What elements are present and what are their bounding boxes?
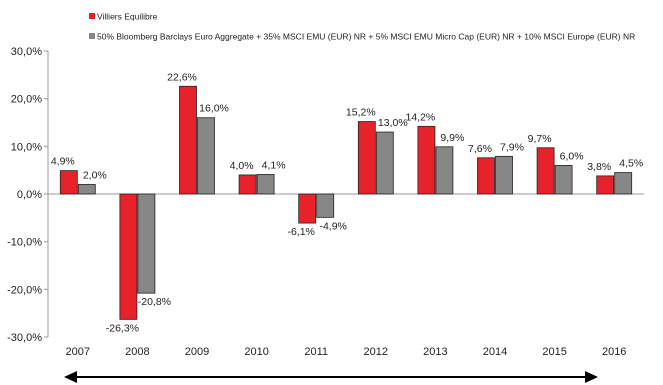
data-label-benchmark-2011: -4,9% xyxy=(319,220,346,232)
bar-fund-2016 xyxy=(596,175,615,195)
x-tick-label: 2009 xyxy=(185,346,209,358)
data-label-fund-2014: 7,6% xyxy=(468,143,492,155)
data-label-fund-2010: 4,0% xyxy=(230,160,254,172)
bar-fund-2010 xyxy=(238,174,257,195)
data-label-benchmark-2009: 16,0% xyxy=(199,103,229,115)
legend-label-1: 50% Bloomberg Barclays Euro Aggregate + … xyxy=(97,32,635,42)
data-label-benchmark-2007: 2,0% xyxy=(83,169,107,181)
x-tick-label: 2013 xyxy=(423,346,447,358)
data-label-benchmark-2008: -20,8% xyxy=(138,296,171,308)
bar-benchmark-2011 xyxy=(316,193,335,218)
legend-label-0: Villiers Equilibre xyxy=(97,12,158,22)
data-label-benchmark-2013: 9,9% xyxy=(440,132,464,144)
bar-fund-2012 xyxy=(357,121,376,195)
x-tick-label: 2008 xyxy=(125,346,149,358)
y-tick-label: -20,0% xyxy=(7,284,42,296)
x-tick-label: 2010 xyxy=(244,346,268,358)
data-label-fund-2016: 3,8% xyxy=(587,161,611,173)
y-tick-label: -30,0% xyxy=(7,332,42,344)
y-tick-label: 10,0% xyxy=(11,141,42,153)
data-label-benchmark-2012: 13,0% xyxy=(378,117,408,129)
data-label-fund-2011: -6,1% xyxy=(287,226,314,238)
bar-fund-2008 xyxy=(119,193,138,320)
data-label-fund-2009: 22,6% xyxy=(167,71,197,83)
arrow-head-right xyxy=(585,371,598,383)
bar-benchmark-2016 xyxy=(614,172,633,195)
data-label-fund-2015: 9,7% xyxy=(528,133,552,145)
data-label-benchmark-2010: 4,1% xyxy=(262,159,286,171)
bar-benchmark-2015 xyxy=(554,164,573,195)
bar-benchmark-2008 xyxy=(137,193,156,294)
x-tick-label: 2007 xyxy=(66,346,90,358)
bar-benchmark-2010 xyxy=(256,174,275,195)
legend-swatch-0 xyxy=(89,13,95,19)
y-tick-label: -10,0% xyxy=(7,237,42,249)
data-label-fund-2013: 14,2% xyxy=(406,111,436,123)
data-label-benchmark-2016: 4,5% xyxy=(619,158,643,170)
legend-swatch-1 xyxy=(89,33,95,39)
bar-benchmark-2009 xyxy=(197,117,215,195)
bar-fund-2007 xyxy=(59,170,78,195)
bar-benchmark-2014 xyxy=(495,155,513,195)
y-tick-label: 30,0% xyxy=(11,46,42,58)
bar-benchmark-2007 xyxy=(77,184,96,195)
y-tick-label: 20,0% xyxy=(11,94,42,106)
x-tick-label: 2012 xyxy=(364,346,388,358)
bar-fund-2013 xyxy=(417,125,436,195)
x-tick-label: 2011 xyxy=(304,346,328,358)
data-label-fund-2012: 15,2% xyxy=(346,107,376,119)
x-tick-label: 2014 xyxy=(483,346,507,358)
x-tick-label: 2015 xyxy=(542,346,566,358)
bar-benchmark-2012 xyxy=(375,131,394,195)
bar-fund-2009 xyxy=(179,85,197,195)
arrow-head-left xyxy=(64,371,77,383)
y-tick-label: 0,0% xyxy=(17,189,42,201)
data-label-fund-2008: -26,3% xyxy=(106,322,139,334)
bar-fund-2015 xyxy=(536,147,555,195)
data-label-benchmark-2015: 6,0% xyxy=(560,150,584,162)
data-label-fund-2007: 4,9% xyxy=(51,156,75,168)
x-tick-label: 2016 xyxy=(602,346,626,358)
bar-fund-2011 xyxy=(298,193,317,224)
data-label-benchmark-2014: 7,9% xyxy=(500,141,524,153)
bar-fund-2014 xyxy=(477,157,495,195)
bar-benchmark-2013 xyxy=(435,146,454,195)
